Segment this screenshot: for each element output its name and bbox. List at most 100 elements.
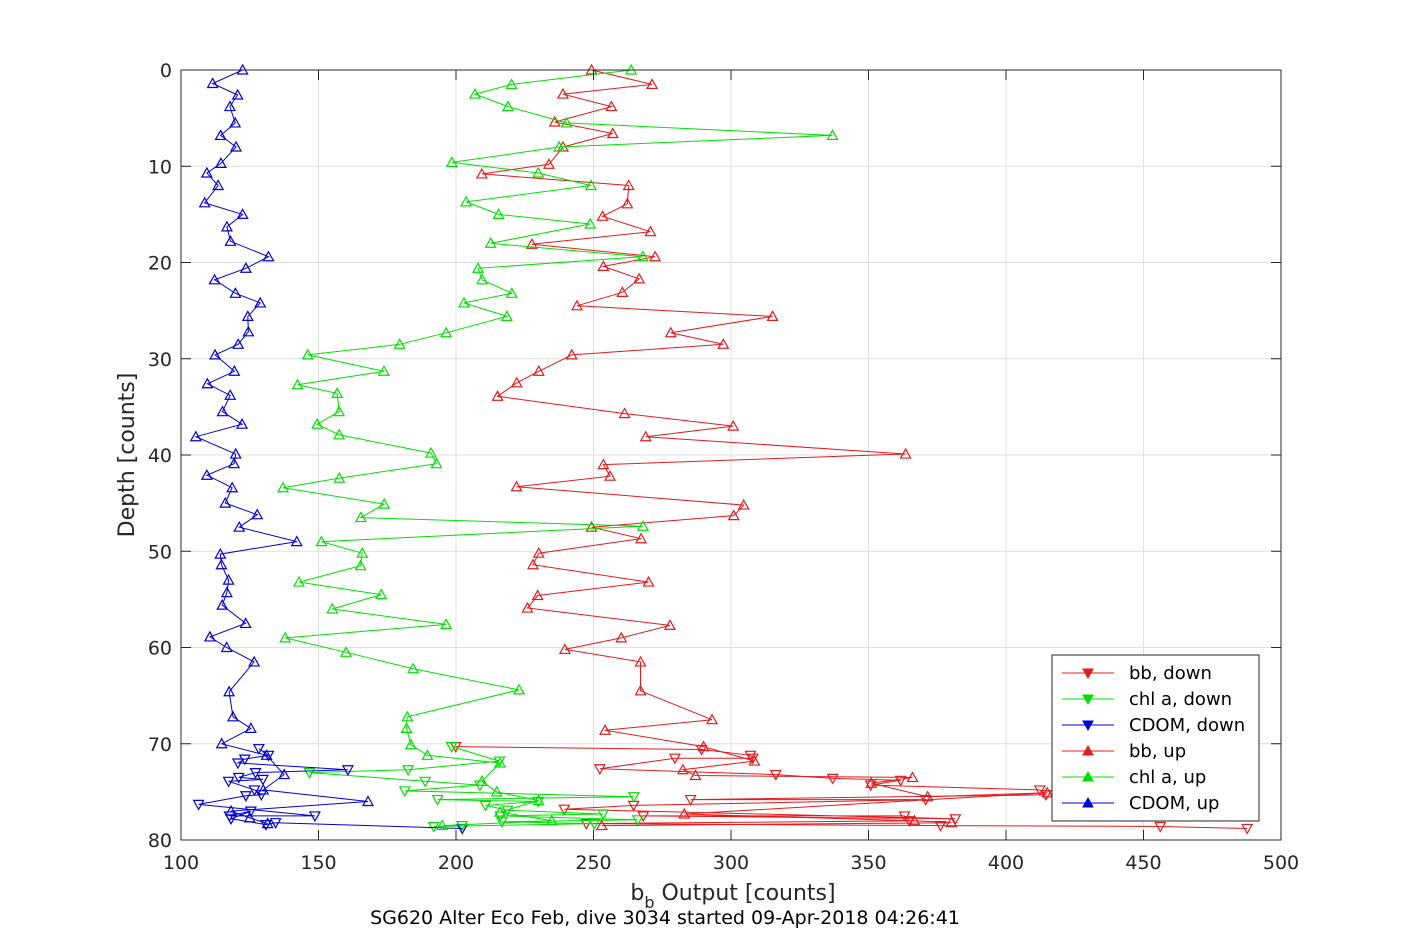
data-point-marker	[252, 743, 265, 755]
x-tick-label: 150	[300, 852, 336, 874]
data-point-marker	[717, 338, 730, 349]
data-point-marker	[311, 417, 324, 429]
data-point-marker	[826, 773, 839, 785]
data-point-marker	[490, 785, 503, 797]
data-point-marker	[633, 272, 646, 284]
legend-marker	[1082, 668, 1094, 680]
data-point-marker	[228, 365, 241, 376]
data-point-marker	[231, 88, 244, 100]
data-point-marker	[241, 310, 254, 321]
data-point-marker	[229, 287, 242, 298]
data-point-marker	[457, 296, 470, 308]
data-point-marker	[556, 87, 569, 99]
data-point-marker	[431, 794, 444, 806]
data-point-marker	[222, 776, 235, 788]
data-point-marker	[510, 376, 523, 388]
data-point-marker	[525, 237, 538, 249]
data-point-marker	[239, 791, 252, 802]
data-point-marker	[224, 235, 237, 246]
data-point-marker	[635, 532, 648, 544]
chart-caption: SG620 Alter Eco Feb, dive 3034 started 0…	[370, 907, 960, 929]
data-point-marker	[226, 481, 239, 493]
data-point-marker	[621, 197, 634, 209]
data-point-marker	[232, 338, 245, 349]
data-point-marker	[375, 588, 388, 600]
data-point-marker	[597, 458, 610, 470]
data-point-marker	[215, 737, 228, 749]
data-point-marker	[921, 790, 934, 802]
data-point-marker	[558, 804, 571, 816]
data-point-marker	[588, 819, 601, 830]
data-point-marker	[208, 273, 221, 285]
data-point-marker	[440, 618, 453, 629]
data-point-marker	[639, 430, 652, 442]
data-point-marker	[214, 129, 227, 141]
data-point-marker	[560, 116, 573, 128]
data-point-marker	[231, 758, 244, 770]
data-point-marker	[445, 742, 458, 753]
data-point-marker	[200, 468, 213, 480]
data-point-marker	[1154, 821, 1167, 833]
data-point-marker	[484, 237, 497, 248]
data-point-marker	[684, 794, 697, 806]
data-point-marker	[663, 619, 676, 630]
data-point-marker	[421, 749, 434, 760]
data-point-marker	[242, 325, 255, 337]
data-point-marker	[493, 805, 507, 817]
legend-label: bb, down	[1129, 663, 1212, 684]
data-point-marker	[597, 809, 610, 821]
data-point-marker	[308, 811, 321, 823]
series-layer	[189, 63, 1254, 835]
data-point-marker	[532, 166, 545, 178]
data-point-marker	[637, 811, 650, 823]
data-point-marker	[206, 77, 219, 89]
data-point-marker	[505, 287, 518, 298]
data-point-marker	[636, 519, 650, 531]
data-point-marker	[456, 820, 469, 832]
data-point-marker	[476, 273, 489, 285]
data-point-marker	[531, 589, 544, 601]
ticks: 100 150 200 250 300 350 400 450 500 0 10 20 30 40 50 60…	[148, 60, 1299, 874]
data-point-marker	[491, 390, 504, 401]
data-point-marker	[603, 469, 617, 481]
y-tick-label: 80	[148, 830, 172, 852]
data-point-marker	[430, 457, 443, 469]
data-point-marker	[493, 756, 507, 768]
legend-label: chl a, up	[1129, 767, 1206, 788]
data-point-marker	[256, 774, 269, 786]
data-point-marker	[949, 814, 962, 826]
data-point-marker	[636, 250, 649, 262]
data-point-marker	[255, 790, 268, 801]
data-point-marker	[906, 771, 919, 783]
data-point-marker	[377, 365, 390, 376]
data-point-marker	[354, 559, 367, 571]
data-point-marker	[427, 821, 440, 833]
data-point-marker	[278, 768, 291, 780]
data-point-marker	[301, 348, 314, 360]
data-point-marker	[407, 662, 420, 674]
data-point-marker	[440, 326, 453, 338]
data-point-marker	[232, 772, 245, 784]
data-point-marker	[769, 769, 782, 781]
data-point-marker	[228, 457, 241, 469]
data-point-marker	[505, 78, 518, 90]
legend-marker	[1082, 694, 1094, 706]
legend: bb, down chl a, down CDOM, down bb, up chl a…	[1051, 654, 1260, 822]
data-point-marker	[558, 643, 571, 655]
y-axis-label: Depth [counts]	[115, 373, 140, 538]
data-point-marker	[642, 575, 655, 587]
data-point-marker	[262, 750, 275, 762]
y-tick-label: 20	[148, 253, 172, 275]
data-point-marker	[279, 631, 292, 643]
legend-box	[1051, 654, 1260, 822]
data-point-marker	[291, 378, 304, 390]
data-point-marker	[223, 685, 236, 697]
data-point-marker	[526, 558, 540, 570]
data-point-marker	[479, 800, 492, 812]
legend-marker	[1082, 770, 1094, 782]
data-point-marker	[436, 819, 449, 831]
data-point-marker	[445, 156, 458, 167]
data-point-marker	[214, 157, 227, 168]
data-point-marker	[226, 710, 239, 722]
